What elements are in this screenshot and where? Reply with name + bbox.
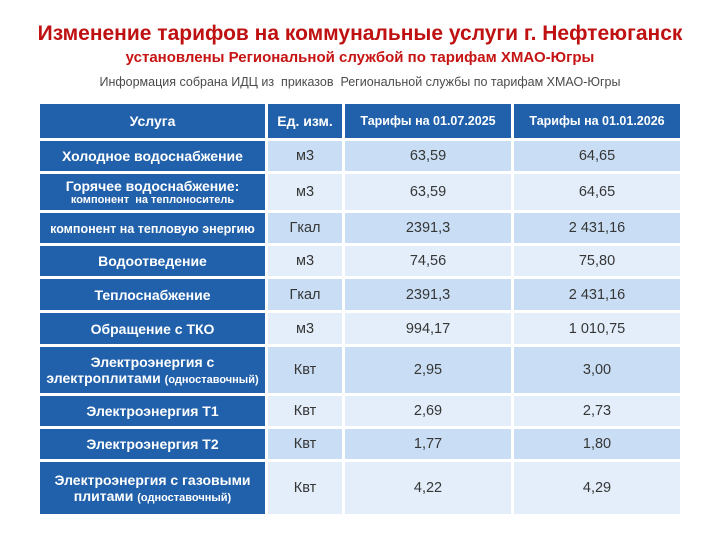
unit-cell: Квт bbox=[268, 396, 342, 427]
page-title: Изменение тарифов на коммунальные услуги… bbox=[37, 22, 683, 45]
service-label: Теплоснабжение bbox=[94, 286, 211, 303]
unit-cell: Квт bbox=[268, 429, 342, 460]
table-row: Электроэнергия с электроплитами (односта… bbox=[40, 347, 680, 394]
service-cell: Обращение с ТКО bbox=[40, 313, 265, 345]
tariff-table: Услуга Ед. изм. Тарифы на 01.07.2025 Тар… bbox=[37, 101, 683, 517]
service-note: (одноставочный) bbox=[164, 373, 259, 386]
tariff-2026-cell: 2 431,16 bbox=[514, 279, 680, 311]
unit-cell: Квт bbox=[268, 462, 342, 515]
table-row: компонент на тепловую энергию Гкал 2391,… bbox=[40, 213, 680, 244]
unit-cell: м3 bbox=[268, 246, 342, 277]
tariff-2026-cell: 2 431,16 bbox=[514, 213, 680, 244]
unit-cell: Гкал bbox=[268, 279, 342, 311]
column-header-tariff-2026: Тарифы на 01.01.2026 bbox=[514, 104, 680, 139]
service-label: Водоотведение bbox=[98, 253, 207, 270]
tariff-2026-cell: 3,00 bbox=[514, 347, 680, 394]
unit-cell: м3 bbox=[268, 174, 342, 211]
tariff-2025-cell: 2,69 bbox=[345, 396, 511, 427]
page-subtitle: установлены Региональной службой по тари… bbox=[125, 49, 595, 67]
table-row: Водоотведение м3 74,56 75,80 bbox=[40, 246, 680, 277]
service-cell: Электроэнергия с газовыми плитами (однос… bbox=[40, 462, 265, 515]
table-row: Теплоснабжение Гкал 2391,3 2 431,16 bbox=[40, 279, 680, 311]
service-label: компонент на тепловую энергию bbox=[50, 221, 255, 236]
unit-cell: м3 bbox=[268, 313, 342, 345]
tariff-2025-cell: 4,22 bbox=[345, 462, 511, 515]
header-row: Услуга Ед. изм. Тарифы на 01.07.2025 Тар… bbox=[40, 104, 680, 139]
unit-cell: Квт bbox=[268, 347, 342, 394]
service-cell: Горячее водоснабжение: компонент на тепл… bbox=[40, 174, 265, 211]
tariff-2025-cell: 2,95 bbox=[345, 347, 511, 394]
table-body: Холодное водоснабжение м3 63,59 64,65 Го… bbox=[40, 141, 680, 515]
service-note: (одноставочный) bbox=[137, 491, 232, 504]
tariff-2026-cell: 75,80 bbox=[514, 246, 680, 277]
tariff-2026-cell: 64,65 bbox=[514, 174, 680, 211]
unit-cell: Гкал bbox=[268, 213, 342, 244]
tariff-2025-cell: 2391,3 bbox=[345, 279, 511, 311]
service-cell: Водоотведение bbox=[40, 246, 265, 277]
service-label: Обращение с ТКО bbox=[90, 320, 215, 337]
service-cell: Холодное водоснабжение bbox=[40, 141, 265, 172]
column-header-tariff-2025: Тарифы на 01.07.2025 bbox=[345, 104, 511, 139]
tariff-2026-cell: 4,29 bbox=[514, 462, 680, 515]
tariff-2025-cell: 74,56 bbox=[345, 246, 511, 277]
table-row: Электроэнергия Т1 Квт 2,69 2,73 bbox=[40, 396, 680, 427]
tariff-2026-cell: 64,65 bbox=[514, 141, 680, 172]
service-label: Горячее водоснабжение: bbox=[65, 178, 240, 195]
column-header-unit: Ед. изм. bbox=[268, 104, 342, 139]
service-label: Холодное водоснабжение bbox=[62, 148, 243, 165]
table-row: Обращение с ТКО м3 994,17 1 010,75 bbox=[40, 313, 680, 345]
table-header: Услуга Ед. изм. Тарифы на 01.07.2025 Тар… bbox=[40, 104, 680, 139]
service-label: Электроэнергия с газовыми плитами bbox=[54, 471, 251, 504]
tariff-2025-cell: 63,59 bbox=[345, 141, 511, 172]
tariff-2026-cell: 1,80 bbox=[514, 429, 680, 460]
service-cell: Электроэнергия Т1 bbox=[40, 396, 265, 427]
table-row: Холодное водоснабжение м3 63,59 64,65 bbox=[40, 141, 680, 172]
tariff-2025-cell: 63,59 bbox=[345, 174, 511, 211]
service-cell: Электроэнергия с электроплитами (односта… bbox=[40, 347, 265, 394]
tariff-2026-cell: 2,73 bbox=[514, 396, 680, 427]
service-label: Электроэнергия Т2 bbox=[86, 436, 219, 453]
column-header-service: Услуга bbox=[40, 104, 265, 139]
tariff-2025-cell: 994,17 bbox=[345, 313, 511, 345]
service-cell: Теплоснабжение bbox=[40, 279, 265, 311]
info-line: Информация собрана ИДЦ из приказов Регио… bbox=[99, 75, 621, 90]
table-row: Электроэнергия с газовыми плитами (однос… bbox=[40, 462, 680, 515]
service-cell: компонент на тепловую энергию bbox=[40, 213, 265, 244]
tariff-2026-cell: 1 010,75 bbox=[514, 313, 680, 345]
table-row: Горячее водоснабжение: компонент на тепл… bbox=[40, 174, 680, 211]
unit-cell: м3 bbox=[268, 141, 342, 172]
table-row: Электроэнергия Т2 Квт 1,77 1,80 bbox=[40, 429, 680, 460]
tariff-2025-cell: 1,77 bbox=[345, 429, 511, 460]
service-note: компонент на теплоноситель bbox=[70, 194, 235, 207]
service-cell: Электроэнергия Т2 bbox=[40, 429, 265, 460]
service-label: Электроэнергия Т1 bbox=[86, 403, 219, 420]
tariff-2025-cell: 2391,3 bbox=[345, 213, 511, 244]
service-label: Электроэнергия с электроплитами bbox=[46, 353, 215, 386]
